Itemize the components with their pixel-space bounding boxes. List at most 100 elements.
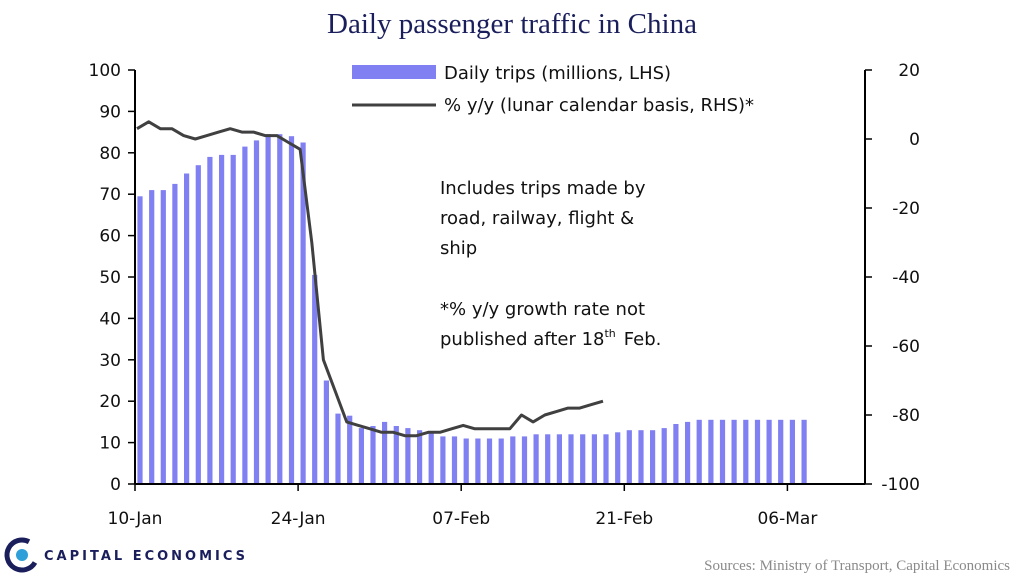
bar — [545, 434, 551, 484]
bar — [323, 380, 329, 484]
bar — [242, 146, 248, 484]
right-tick-label: 20 — [898, 61, 920, 81]
bar — [207, 156, 213, 484]
x-tick-label: 21-Feb — [595, 509, 653, 529]
bar — [766, 419, 772, 484]
left-tick-label: 40 — [99, 309, 121, 329]
x-tick-label: 07-Feb — [432, 509, 490, 529]
brand-name: CAPITAL ECONOMICS — [44, 549, 248, 564]
left-tick-label: 10 — [99, 434, 121, 454]
bar — [265, 134, 271, 484]
bar — [230, 154, 236, 484]
legend-swatch-bar — [352, 65, 436, 79]
bar — [731, 419, 737, 484]
bar — [591, 434, 597, 484]
bar — [219, 154, 225, 484]
bar — [475, 438, 481, 484]
annotation-coverage-line: road, railway, flight & — [440, 208, 634, 229]
annotation-footnote-line: *% y/y growth rate not — [440, 299, 645, 320]
right-tick-label: 0 — [909, 130, 920, 150]
bar — [253, 140, 260, 484]
logo-dot-icon — [16, 549, 28, 561]
source-note: Sources: Ministry of Transport, Capital … — [704, 558, 1010, 574]
bar — [603, 434, 609, 484]
right-tick-label: -20 — [892, 199, 920, 219]
x-tick-label: 06-Mar — [757, 509, 817, 529]
bar — [463, 438, 469, 484]
bar — [568, 434, 574, 484]
left-tick-label: 70 — [99, 185, 121, 205]
bar — [195, 165, 201, 484]
bar — [160, 190, 166, 484]
left-tick-label: 0 — [110, 475, 121, 495]
bar — [778, 419, 784, 484]
bar — [743, 419, 749, 484]
bar — [486, 438, 493, 484]
brand-logo: CAPITAL ECONOMICS — [4, 537, 248, 573]
bar — [335, 413, 341, 484]
bar — [440, 436, 446, 484]
bar — [754, 419, 761, 484]
bar — [638, 430, 644, 484]
logo-ring-icon — [4, 537, 40, 573]
right-tick-label: -60 — [892, 337, 920, 357]
left-tick-label: 50 — [99, 268, 121, 288]
left-tick-label: 30 — [99, 351, 121, 371]
bar — [358, 428, 364, 484]
bar — [393, 426, 399, 484]
bar — [650, 430, 656, 484]
left-tick-label: 20 — [99, 392, 121, 412]
bar — [428, 432, 434, 485]
bar — [521, 436, 528, 484]
bar — [719, 419, 726, 484]
bar — [137, 196, 143, 485]
bar — [580, 434, 586, 484]
bar — [615, 432, 621, 485]
bar — [417, 430, 423, 484]
legend: Daily trips (millions, LHS) % y/y (lunar … — [352, 63, 754, 116]
axes — [128, 69, 872, 491]
right-tick-label: -40 — [892, 268, 920, 288]
bar — [347, 415, 353, 484]
x-tick-label: 24-Jan — [271, 509, 326, 529]
bar — [708, 419, 714, 484]
bar — [184, 173, 190, 484]
bar — [533, 434, 539, 484]
x-tick-label: 10-Jan — [108, 509, 163, 529]
left-tick-label: 80 — [99, 144, 121, 164]
bar — [300, 142, 306, 484]
chart-title: Daily passenger traffic in China — [327, 8, 697, 40]
bar — [370, 426, 376, 484]
left-axis-tick-labels: 0 10 20 30 40 50 60 70 80 90 100 — [89, 61, 121, 495]
bar-series — [137, 134, 807, 485]
bar — [382, 421, 388, 484]
bar — [149, 190, 155, 484]
annotations: Includes trips made by road, railway, fli… — [440, 178, 661, 350]
bar — [405, 428, 411, 484]
bar — [277, 134, 283, 484]
right-tick-label: -80 — [892, 406, 920, 426]
annotation-coverage-line: Includes trips made by — [440, 178, 646, 199]
bar — [451, 436, 458, 484]
bar — [626, 430, 632, 484]
line-series-layer — [136, 120, 604, 438]
bar — [789, 419, 795, 484]
bar — [172, 183, 178, 484]
bar — [556, 434, 562, 484]
bar — [801, 419, 807, 484]
bar — [510, 436, 516, 484]
bar — [696, 419, 702, 484]
line-series — [136, 120, 604, 438]
annotation-footnote-line: published after 18th Feb. — [440, 327, 661, 350]
bar — [312, 274, 318, 484]
bar — [673, 424, 679, 484]
bar — [498, 438, 504, 484]
legend-label-bar: Daily trips (millions, LHS) — [444, 63, 671, 84]
bar — [661, 428, 667, 484]
left-tick-label: 90 — [99, 102, 121, 122]
annotation-coverage-line: ship — [440, 238, 477, 259]
left-tick-label: 100 — [89, 61, 121, 81]
bar — [685, 421, 691, 484]
legend-label-line: % y/y (lunar calendar basis, RHS)* — [444, 95, 754, 116]
